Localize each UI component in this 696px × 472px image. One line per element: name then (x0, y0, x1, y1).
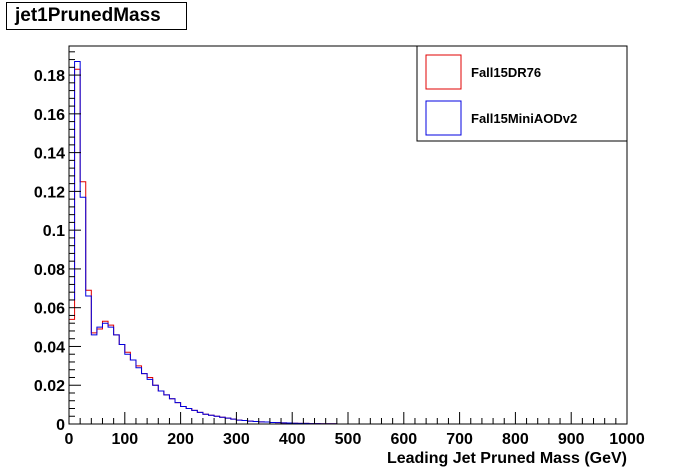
chart-title: jet1PrunedMass (6, 2, 187, 30)
y-tick-label: 0 (56, 417, 65, 434)
x-tick-label: 1000 (609, 431, 645, 448)
x-tick-label: 800 (502, 431, 529, 448)
x-tick-label: 200 (167, 431, 194, 448)
legend-swatch-fall15miniaodv2 (425, 100, 462, 136)
y-tick-label: 0.12 (34, 184, 65, 201)
x-tick-label: 500 (335, 431, 362, 448)
x-tick-label: 900 (558, 431, 585, 448)
x-tick-label: 100 (111, 431, 138, 448)
axis-layer: 0 100 200 300 400 500 600 700 800 900 1000 0 0.02 0.0… (34, 45, 645, 467)
legend: Fall15DR76 Fall15MiniAODv2 (416, 45, 628, 142)
y-tick-label: 0.16 (34, 107, 65, 124)
legend-swatch-fall15dr76 (425, 54, 462, 90)
x-tick-label: 700 (446, 431, 473, 448)
legend-label-fall15miniaodv2: Fall15MiniAODv2 (471, 111, 577, 126)
y-tick-label: 0.18 (34, 68, 65, 85)
x-tick-label: 0 (65, 431, 74, 448)
x-tick-label: 300 (223, 431, 250, 448)
legend-label-fall15dr76: Fall15DR76 (471, 65, 541, 80)
y-tick-label: 0.08 (34, 262, 65, 279)
y-tick-label: 0.02 (34, 378, 65, 395)
x-tick-label: 600 (390, 431, 417, 448)
x-axis-label: Leading Jet Pruned Mass (GeV) (387, 450, 627, 467)
y-tick-label: 0.06 (34, 301, 65, 318)
y-tick-label: 0.04 (34, 339, 65, 356)
y-tick-label: 0.14 (34, 146, 65, 163)
y-tick-label: 0.1 (43, 223, 65, 240)
x-tick-label: 400 (279, 431, 306, 448)
